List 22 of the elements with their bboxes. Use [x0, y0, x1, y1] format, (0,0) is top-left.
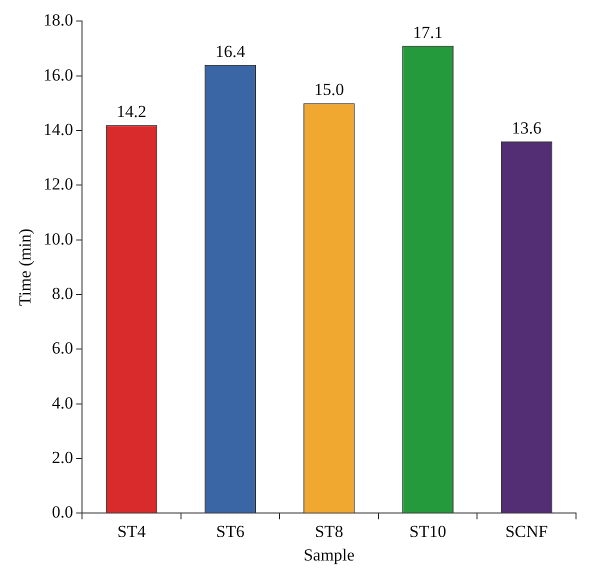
- y-tick-label: 18.0: [43, 10, 74, 30]
- data-label: 15.0: [314, 80, 344, 100]
- data-label: 16.4: [215, 42, 246, 61]
- y-tick-label: 6.0: [52, 338, 74, 358]
- y-tick-label: 16.0: [43, 65, 74, 84]
- y-tick-label: 12.0: [43, 174, 74, 194]
- y-tick-label: 0.0: [52, 502, 74, 522]
- x-tick-label: SCNF: [505, 522, 548, 541]
- y-tick-label: 4.0: [52, 393, 74, 412]
- data-label: 17.1: [412, 22, 443, 42]
- y-axis-title: Time (min): [16, 228, 35, 306]
- y-tick-label: 14.0: [43, 120, 74, 139]
- x-tick-label: ST8: [314, 522, 344, 541]
- x-tick-label: ST4: [117, 522, 146, 541]
- x-tick-label: ST10: [409, 522, 446, 541]
- x-axis-title: Sample: [304, 545, 355, 564]
- data-label: 14.2: [116, 102, 146, 122]
- data-label: 13.6: [512, 118, 542, 138]
- x-tick-label: ST6: [216, 522, 244, 541]
- y-tick-label: 2.0: [52, 448, 74, 467]
- y-tick-label: 10.0: [43, 229, 74, 248]
- y-tick-label: 8.0: [52, 284, 74, 303]
